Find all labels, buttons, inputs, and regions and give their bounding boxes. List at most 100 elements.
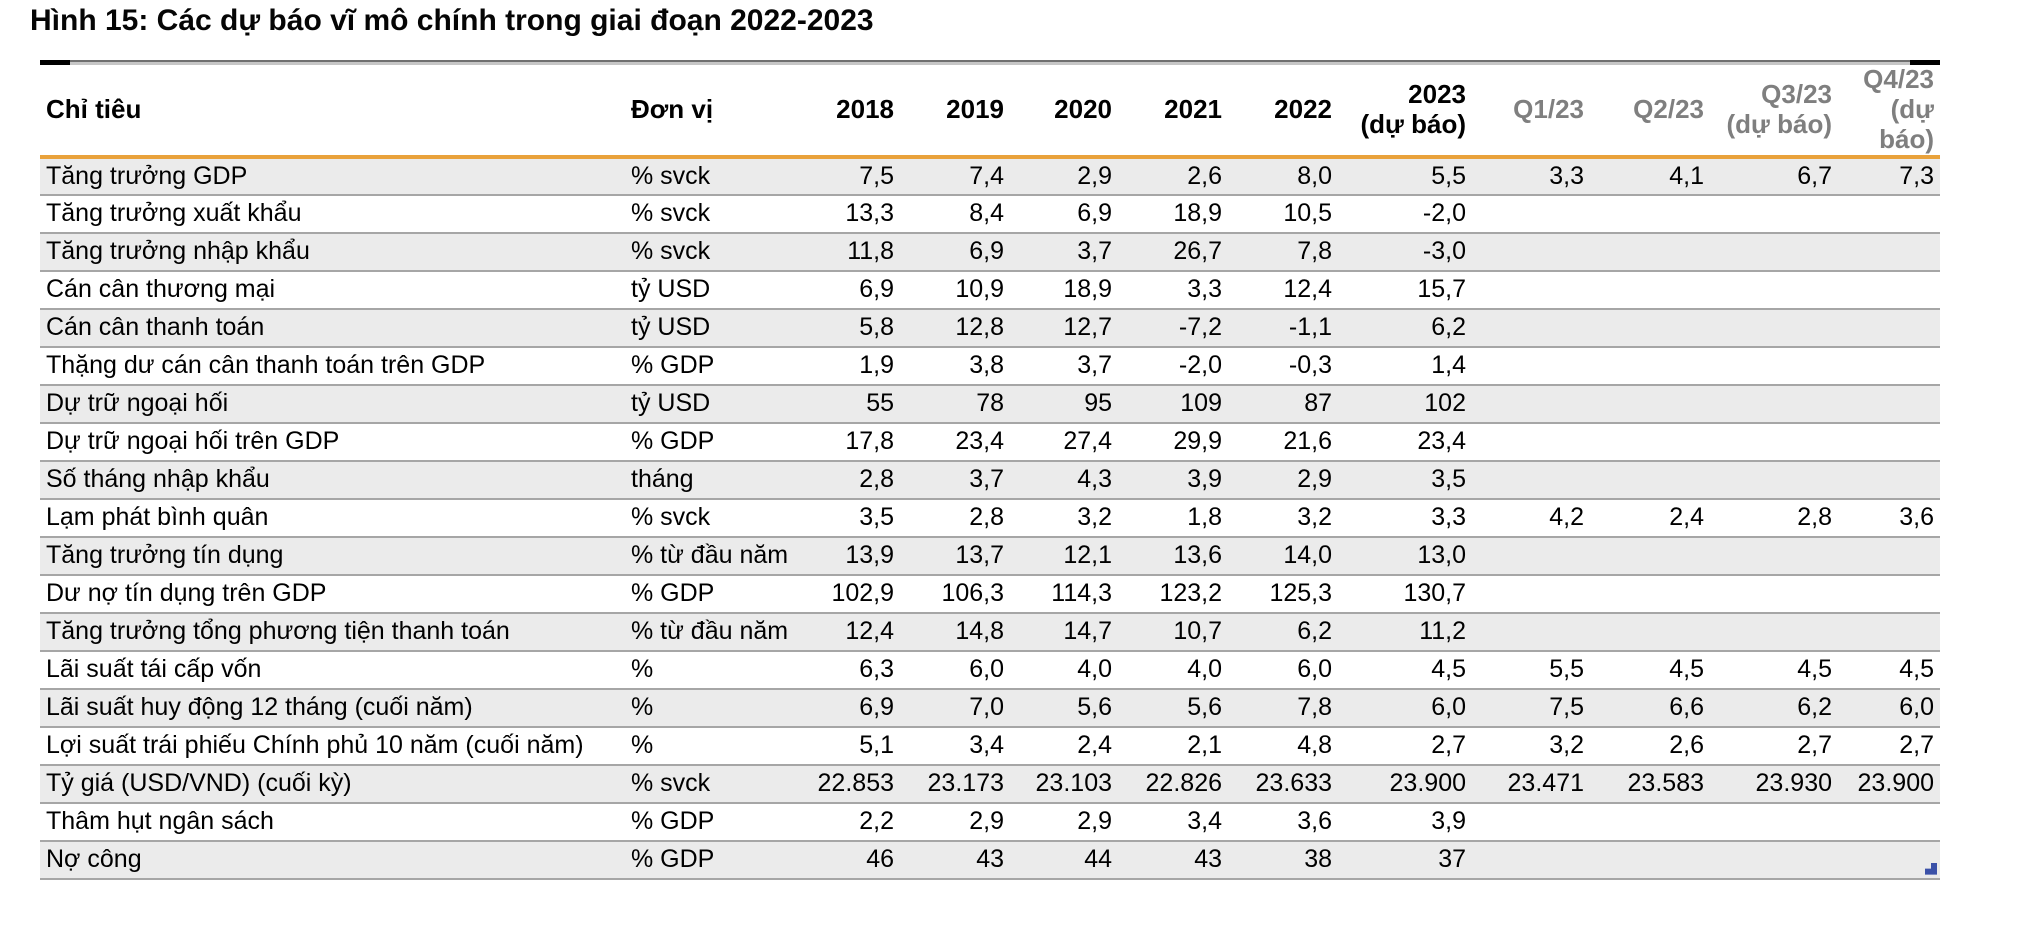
value-cell-2018: 6,9 bbox=[859, 275, 894, 304]
col-header-q4-23-du-bao: Q4/23 (dự báo) bbox=[1838, 64, 1940, 157]
value-cell-2023-du-bao: 15,7 bbox=[1417, 275, 1466, 304]
value-cell-q1-23 bbox=[1472, 195, 1590, 233]
top-border-left-cap bbox=[40, 60, 70, 65]
col-header-q3-23-du-bao: Q3/23 (dự báo) bbox=[1710, 65, 1838, 157]
value-cell-2022: 125,3 bbox=[1269, 579, 1332, 608]
value-cell-2018: 2,2 bbox=[859, 807, 894, 836]
table-row: Tăng trưởng tổng phương tiện thanh toán%… bbox=[40, 612, 1940, 651]
value-cell-q4-23-du-bao: 23.900 bbox=[1857, 769, 1934, 798]
value-cell-q4-23-du-bao bbox=[1838, 803, 1940, 841]
value-cell-2023-du-bao: 13,0 bbox=[1417, 541, 1466, 570]
value-cell-2023-du-bao: 23.900 bbox=[1389, 769, 1466, 798]
value-cell-2021: 18,9 bbox=[1173, 199, 1222, 228]
top-border-line bbox=[70, 60, 1910, 65]
value-cell-q2-23 bbox=[1590, 233, 1710, 271]
value-cell-2019: 12,8 bbox=[955, 313, 1004, 342]
value-cell-2020: 3,7 bbox=[1077, 237, 1112, 266]
value-cell-2020: 114,3 bbox=[1051, 579, 1112, 608]
value-cell-q1-23: 3,2 bbox=[1549, 731, 1584, 760]
value-cell-q3-23-du-bao bbox=[1710, 841, 1838, 879]
col-header-q1-23: Q1/23 bbox=[1472, 65, 1590, 157]
value-cell-2023-du-bao: 6,2 bbox=[1431, 313, 1466, 342]
value-cell-2023-du-bao: 1,4 bbox=[1431, 351, 1466, 380]
value-cell-q4-23-du-bao bbox=[1838, 613, 1940, 651]
value-cell-2020: 4,3 bbox=[1077, 465, 1112, 494]
row-label: Thặng dư cán cân thanh toán trên GDP bbox=[46, 351, 486, 380]
value-cell-q2-23 bbox=[1590, 841, 1710, 879]
value-cell-q2-23: 4,5 bbox=[1669, 655, 1704, 684]
table-row: Dự trữ ngoại hối trên GDP % GDP 17,8 23,4 27… bbox=[40, 422, 1940, 461]
row-label: Cán cân thương mại bbox=[46, 275, 276, 304]
value-cell-2020: 3,7 bbox=[1077, 351, 1112, 380]
row-label: Dư nợ tín dụng trên GDP bbox=[46, 579, 327, 608]
value-cell-2020: 2,9 bbox=[1077, 161, 1112, 190]
col-header-2023-du-bao: 2023 (dự báo) bbox=[1338, 65, 1472, 157]
value-cell-q3-23-du-bao: 4,5 bbox=[1797, 655, 1832, 684]
value-cell-2022: 14,0 bbox=[1283, 541, 1332, 570]
value-cell-q3-23-du-bao: 6,7 bbox=[1797, 161, 1832, 190]
value-cell-q1-23: 4,2 bbox=[1549, 503, 1584, 532]
table-row: Thặng dư cán cân thanh toán trên GDP % GD… bbox=[40, 346, 1940, 385]
value-cell-2022: 12,4 bbox=[1283, 275, 1332, 304]
value-cell-2018: 17,8 bbox=[845, 427, 894, 456]
value-cell-2019: 2,8 bbox=[969, 503, 1004, 532]
value-cell-2022: 38 bbox=[1304, 845, 1332, 874]
value-cell-2018: 102,9 bbox=[831, 579, 894, 608]
value-cell-2022: 2,9 bbox=[1297, 465, 1332, 494]
value-cell-q2-23 bbox=[1590, 613, 1710, 651]
value-cell-q1-23 bbox=[1472, 803, 1590, 841]
table-row: Cán cân thanh toán tỷ USD 5,8 12,8 12,7 -7,2 -… bbox=[40, 308, 1940, 347]
value-cell-q3-23-du-bao bbox=[1710, 803, 1838, 841]
col-header-2022: 2022 bbox=[1228, 65, 1338, 157]
value-cell-2022: 3,2 bbox=[1297, 503, 1332, 532]
col-header-text: Chỉ tiêu bbox=[46, 93, 142, 124]
data-table: Chỉ tiêu Đơn vị 2018 2019 2020 2021 2022 2023 (d… bbox=[40, 64, 1940, 880]
row-unit: % GDP bbox=[631, 351, 715, 380]
value-cell-2022: 7,8 bbox=[1297, 237, 1332, 266]
value-cell-2023-du-bao: -3,0 bbox=[1422, 237, 1466, 266]
col-header-chi-tieu: Chỉ tiêu bbox=[40, 65, 625, 157]
value-cell-2022: 7,8 bbox=[1297, 693, 1332, 722]
value-cell-q4-23-du-bao: 4,5 bbox=[1899, 655, 1934, 684]
col-header-text: Q1/23 bbox=[1513, 93, 1584, 124]
value-cell-2022: 4,8 bbox=[1297, 731, 1332, 760]
col-header-text: 2021 bbox=[1164, 93, 1222, 124]
value-cell-2022: 21,6 bbox=[1283, 427, 1332, 456]
value-cell-q3-23-du-bao: 2,7 bbox=[1797, 731, 1832, 760]
value-cell-2023-du-bao: 11,2 bbox=[1419, 617, 1466, 646]
row-label: Dự trữ ngoại hối bbox=[46, 389, 229, 418]
value-cell-q4-23-du-bao bbox=[1838, 385, 1940, 423]
value-cell-2018: 13,9 bbox=[845, 541, 894, 570]
value-cell-2022: 3,6 bbox=[1297, 807, 1332, 836]
value-cell-2019: 78 bbox=[976, 389, 1004, 418]
macro-forecast-table: Chỉ tiêu Đơn vị 2018 2019 2020 2021 2022 2023 (d… bbox=[40, 60, 1940, 880]
value-cell-q2-23 bbox=[1590, 423, 1710, 461]
value-cell-2021: 3,4 bbox=[1187, 807, 1222, 836]
table-row: Cán cân thương mại tỷ USD 6,9 10,9 18,9 3,3 12… bbox=[40, 270, 1940, 309]
value-cell-2021: 26,7 bbox=[1173, 237, 1222, 266]
value-cell-2022: 8,0 bbox=[1297, 161, 1332, 190]
row-unit: % GDP bbox=[631, 845, 715, 874]
value-cell-2020: 4,0 bbox=[1077, 655, 1112, 684]
value-cell-2020: 14,7 bbox=[1063, 617, 1112, 646]
table-row: Tỷ giá (USD/VND) (cuối kỳ) % svck 22.853 23… bbox=[40, 764, 1940, 803]
value-cell-2020: 27,4 bbox=[1063, 427, 1112, 456]
value-cell-2022: -1,1 bbox=[1288, 313, 1332, 342]
value-cell-q4-23-du-bao bbox=[1838, 347, 1940, 385]
value-cell-q3-23-du-bao bbox=[1710, 423, 1838, 461]
table-row: Số tháng nhập khẩu tháng 2,8 3,7 4,3 3,9 2,9 3,… bbox=[40, 460, 1940, 499]
figure-title: Hình 15: Các dự báo vĩ mô chính trong gi… bbox=[30, 4, 874, 37]
table-row: Dư nợ tín dụng trên GDP % GDP 102,9 106,3 11… bbox=[40, 574, 1940, 613]
value-cell-q2-23: 2,6 bbox=[1669, 731, 1704, 760]
table-row: Lãi suất tái cấp vốn% 6,3 6,0 4,0 4,0 6,0 4,5 5… bbox=[40, 650, 1940, 689]
value-cell-q4-23-du-bao bbox=[1838, 423, 1940, 461]
value-cell-2020: 18,9 bbox=[1063, 275, 1112, 304]
value-cell-q3-23-du-bao bbox=[1710, 537, 1838, 575]
value-cell-q2-23 bbox=[1590, 347, 1710, 385]
value-cell-q3-23-du-bao bbox=[1710, 271, 1838, 309]
table-row: Tăng trưởng tín dụng % từ đầu năm 13,9 13,7… bbox=[40, 536, 1940, 575]
value-cell-2023-du-bao: 5,5 bbox=[1431, 161, 1466, 190]
top-border-right-cap bbox=[1910, 60, 1940, 65]
row-label: Tăng trưởng GDP bbox=[46, 161, 248, 190]
value-cell-2019: 23.173 bbox=[927, 769, 1004, 798]
